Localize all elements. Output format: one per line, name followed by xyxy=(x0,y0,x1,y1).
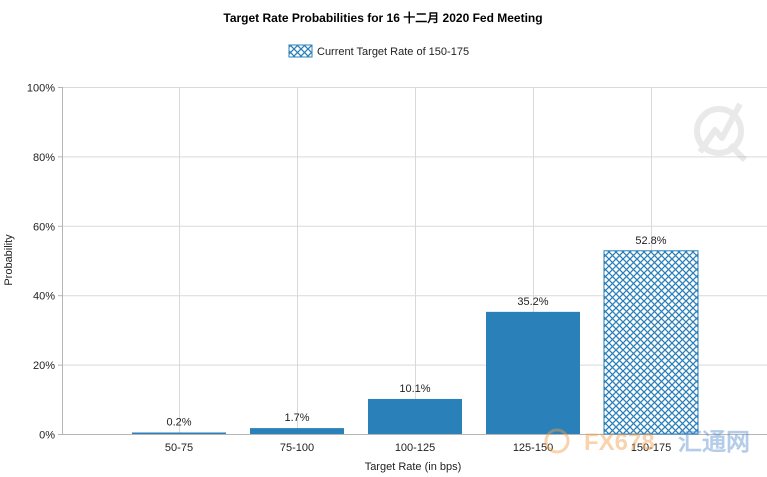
legend: Current Target Rate of 150-175 xyxy=(288,44,469,58)
bars xyxy=(132,250,699,435)
watermark-logo-icon xyxy=(694,102,748,163)
x-axis-ticks: 50-75 75-100 100-125 125-150 150-175 xyxy=(165,442,671,454)
y-tick-label: 40% xyxy=(33,291,55,303)
bar-50-75 xyxy=(132,432,226,434)
data-label: 35.2% xyxy=(517,296,548,308)
legend-swatch xyxy=(288,44,313,58)
data-label: 0.2% xyxy=(166,417,191,429)
grid xyxy=(62,87,767,435)
data-label: 52.8% xyxy=(635,235,666,247)
data-label: 10.1% xyxy=(399,383,430,395)
y-axis-ticks: 0% 20% 40% 60% 80% 100% xyxy=(27,83,62,442)
y-tick-label: 80% xyxy=(33,152,55,164)
x-tick-label: 100-125 xyxy=(395,442,435,454)
x-tick-label: 75-100 xyxy=(280,442,314,454)
x-tick-label: 50-75 xyxy=(165,442,193,454)
y-tick-label: 20% xyxy=(33,360,55,372)
watermark: FX678 汇通网 xyxy=(544,428,750,456)
data-label: 1.7% xyxy=(284,412,309,424)
legend-label: Current Target Rate of 150-175 xyxy=(317,46,469,58)
data-labels: 0.2% 1.7% 10.1% 35.2% 52.8% xyxy=(166,235,666,429)
bar-125-150 xyxy=(486,311,580,434)
bar-75-100 xyxy=(250,428,344,434)
x-axis-label: Target Rate (in bps) xyxy=(365,461,462,473)
bar-100-125 xyxy=(368,398,462,434)
watermark-cn-text: 汇通网 xyxy=(678,429,750,456)
watermark-fx-text: FX678 xyxy=(584,429,655,456)
watermark-circle-icon xyxy=(544,428,570,454)
y-tick-label: 0% xyxy=(39,430,55,442)
chart-title: Target Rate Probabilities for 16 十二月 202… xyxy=(223,10,542,25)
x-tick-label: 150-175 xyxy=(631,442,671,454)
y-tick-label: 60% xyxy=(33,221,55,233)
bar-150-175 xyxy=(603,250,699,435)
y-tick-label: 100% xyxy=(27,83,55,95)
x-tick-label: 125-150 xyxy=(513,442,553,454)
y-axis-label: Probability xyxy=(3,234,15,286)
